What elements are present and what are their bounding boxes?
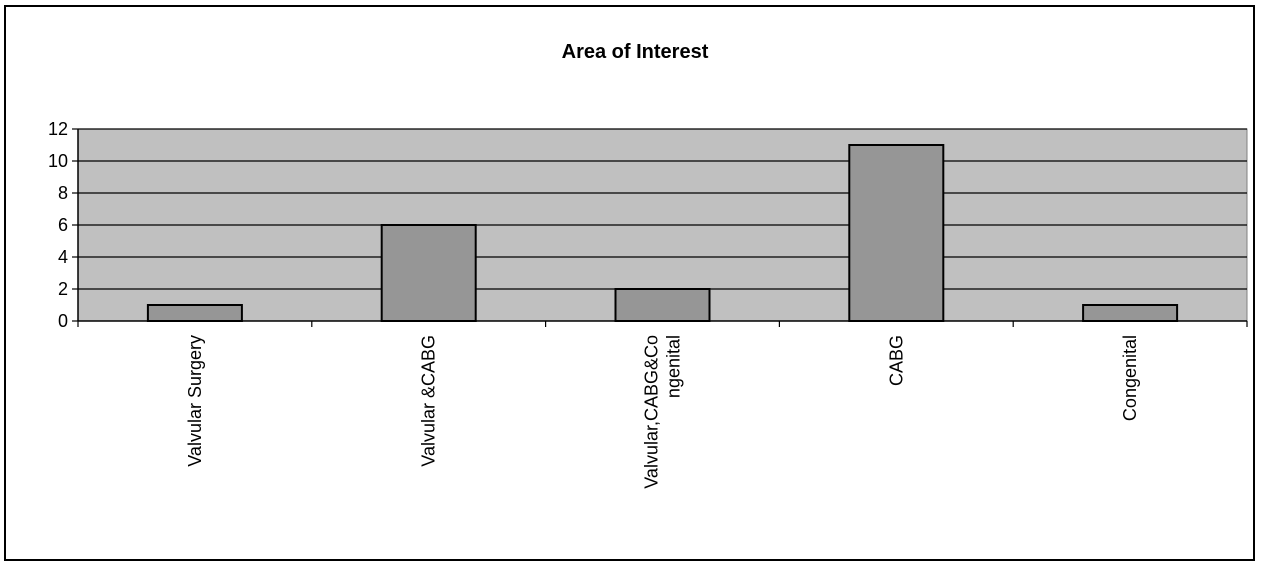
- y-tick-label: 0: [58, 311, 68, 331]
- bar: [1082, 304, 1179, 322]
- y-tick-label: 8: [58, 183, 68, 203]
- x-category-label: Congenital: [1120, 335, 1140, 421]
- y-tick-label: 12: [48, 119, 68, 139]
- y-tick-label: 4: [58, 247, 68, 267]
- y-tick-label: 6: [58, 215, 68, 235]
- x-category-label-line: Valvular &CABG: [419, 335, 439, 467]
- x-category-label: Valvular,CABG&Co ngenital: [642, 335, 684, 489]
- y-tick-label: 2: [58, 279, 68, 299]
- bar: [614, 288, 711, 322]
- y-axis-tick-labels: 0 2 4 6 8 10 12: [48, 119, 68, 331]
- bar: [848, 144, 945, 322]
- x-category-label-line: Valvular,CABG&Co: [642, 335, 662, 489]
- x-category-label: Valvular &CABG: [419, 335, 439, 467]
- x-category-label: Valvular Surgery: [185, 335, 205, 467]
- bar: [380, 224, 477, 322]
- chart-title: Area of Interest: [562, 41, 709, 63]
- x-category-label-line: Valvular Surgery: [185, 335, 205, 467]
- x-category-label-line: Congenital: [1120, 335, 1140, 421]
- x-category-label: CABG: [886, 335, 906, 386]
- gridlines: [78, 128, 1247, 290]
- x-axis-category-labels: Valvular Surgery Valvular &CABG Valvular,C…: [185, 335, 1140, 489]
- bars: [146, 144, 1179, 322]
- x-category-label-line: CABG: [886, 335, 906, 386]
- axes: [72, 128, 1248, 327]
- x-category-label-line: ngenital: [664, 335, 684, 398]
- y-tick-label: 10: [48, 151, 68, 171]
- bar: [146, 304, 243, 322]
